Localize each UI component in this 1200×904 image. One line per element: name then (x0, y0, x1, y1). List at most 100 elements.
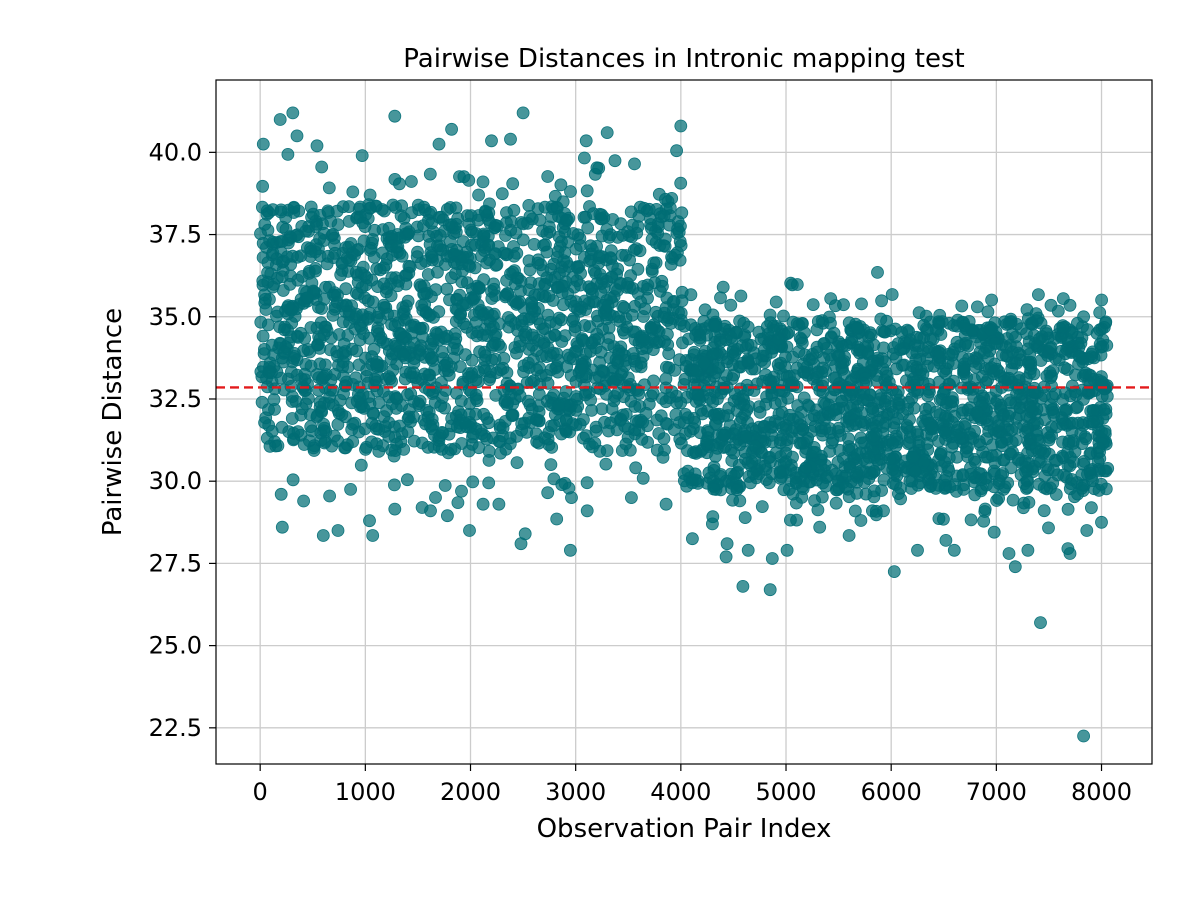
scatter-point (912, 306, 926, 320)
scatter-point (883, 452, 897, 466)
scatter-point (981, 305, 995, 319)
scatter-point (675, 206, 689, 220)
scatter-point (615, 248, 629, 262)
scatter-point (560, 213, 574, 227)
scatter-point (536, 323, 550, 336)
scatter-point (363, 201, 377, 215)
scatter-point (1061, 502, 1075, 516)
scatter-point (854, 431, 868, 445)
scatter-point (456, 298, 469, 312)
scatter-point (322, 181, 336, 195)
scatter-point (875, 484, 888, 497)
scatter-point (799, 461, 812, 475)
scatter-point (886, 347, 900, 361)
scatter-point (978, 502, 992, 516)
scatter-point (577, 431, 590, 445)
scatter-point (334, 268, 348, 282)
scatter-point (530, 363, 543, 377)
scatter-point (980, 478, 993, 492)
scatter-point (319, 280, 333, 294)
scatter-point (945, 440, 959, 454)
scatter-point (304, 244, 318, 258)
scatter-point (292, 230, 305, 244)
scatter-point (507, 240, 520, 253)
scatter-point (634, 356, 648, 370)
scatter-point (505, 408, 519, 422)
scatter-point (795, 490, 809, 504)
scatter-point (556, 195, 570, 209)
scatter-point (926, 332, 940, 346)
scatter-point (985, 449, 999, 463)
scatter-point (324, 373, 338, 387)
scatter-point (298, 332, 312, 345)
scatter-point (605, 270, 619, 284)
scatter-point (765, 428, 778, 442)
scatter-point (506, 177, 520, 191)
scatter-point (944, 395, 958, 409)
scatter-point (1093, 306, 1107, 320)
scatter-point (932, 512, 946, 525)
x-axis-ticks: 0 1000 2000 3000 4000 5000 6000 7000 8000 (253, 764, 1132, 806)
scatter-point (424, 205, 438, 219)
scatter-point (498, 393, 512, 407)
scatter-point (745, 455, 759, 469)
scatter-point (435, 345, 449, 359)
scatter-point (286, 473, 300, 487)
scatter-point (966, 432, 980, 445)
scatter-point (631, 220, 645, 233)
scatter-point (271, 439, 285, 453)
scatter-point (666, 303, 680, 317)
scatter-point (600, 126, 614, 140)
scatter-point (884, 400, 898, 413)
scatter-point (349, 371, 363, 385)
scatter-point (957, 319, 971, 333)
scatter-point (720, 369, 733, 383)
scatter-point (939, 411, 952, 425)
scatter-point (793, 436, 807, 450)
scatter-point (554, 313, 568, 327)
scatter-point (389, 391, 403, 405)
scatter-point (765, 552, 779, 565)
scatter-point (634, 295, 648, 309)
scatter-point (775, 405, 789, 419)
scatter-point (619, 437, 633, 451)
scatter-point (400, 388, 414, 402)
scatter-point (391, 279, 405, 293)
scatter-point (679, 407, 692, 421)
scatter-point (1033, 455, 1047, 469)
scatter-point (315, 160, 329, 174)
scatter-point (558, 225, 572, 239)
scatter-point (737, 316, 751, 330)
scatter-point (1021, 480, 1034, 494)
scatter-point (508, 341, 522, 354)
scatter-point (510, 456, 524, 470)
scatter-point (858, 476, 871, 489)
scatter-point (540, 271, 554, 285)
scatter-point (487, 277, 501, 291)
scatter-point (312, 383, 325, 397)
scatter-point (934, 446, 948, 460)
scatter-point (755, 500, 769, 514)
scatter-point (887, 565, 901, 578)
scatter-point (659, 395, 673, 409)
scatter-point (790, 361, 804, 375)
scatter-point (555, 478, 569, 492)
scatter-point (682, 332, 695, 346)
scatter-point (1012, 374, 1026, 387)
scatter-point (658, 239, 672, 253)
scatter-point (987, 525, 1001, 539)
scatter-point (724, 298, 738, 312)
scatter-point (652, 427, 666, 440)
scatter-point (1101, 461, 1115, 475)
scatter-point (313, 400, 327, 414)
scatter-point (971, 405, 984, 419)
scatter-point (573, 304, 587, 318)
scatter-point (876, 324, 889, 338)
scatter-point (435, 425, 449, 439)
scatter-point (532, 334, 545, 347)
scatter-point (580, 476, 594, 490)
scatter-point (768, 396, 782, 410)
scatter-point (867, 465, 881, 478)
x-tick-label: 8000 (1071, 778, 1132, 806)
scatter-point (779, 455, 793, 469)
